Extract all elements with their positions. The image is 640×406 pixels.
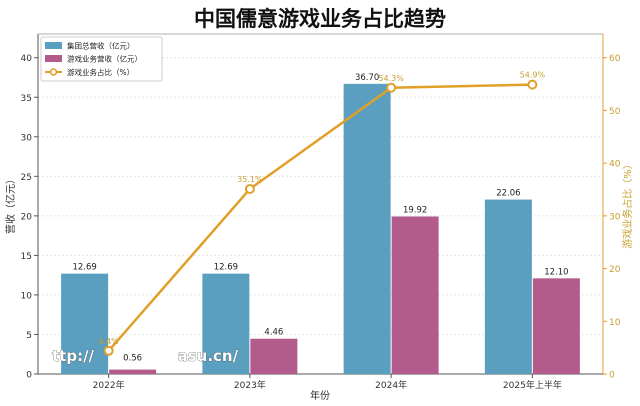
right-tick-label-0: 0 (609, 371, 615, 381)
x-tick-label-0: 2022年 (93, 379, 125, 391)
watermark-text: ttp:// asu.cn/ (52, 347, 239, 365)
right-tick-label-1: 10 (609, 318, 621, 328)
bar-total-2 (343, 83, 391, 374)
bar-game-0 (109, 369, 157, 374)
ratio-point-2 (386, 82, 397, 93)
right-tick-label-5: 50 (609, 107, 621, 117)
left-tick-label-2: 10 (21, 291, 33, 301)
left-tick-label-3: 15 (21, 252, 32, 262)
ratio-label-1: 35.1% (237, 175, 263, 184)
bar-total-label-1: 12.69 (214, 263, 238, 273)
left-tick-label-1: 5 (26, 331, 32, 341)
bar-game-label-1: 4.46 (264, 328, 283, 338)
bar-game-label-0: 0.56 (123, 354, 142, 364)
right-tick-label-3: 30 (609, 212, 621, 222)
ratio-label-0: 4.4% (98, 337, 119, 346)
ratio-point-1 (244, 183, 255, 194)
bar-total-0 (61, 273, 109, 374)
x-tick-label-2: 2024年 (375, 379, 407, 391)
right-tick-label-4: 40 (609, 160, 621, 170)
ratio-label-2: 54.3% (378, 74, 404, 83)
bar-game-2 (391, 216, 439, 374)
ratio-point-0 (103, 345, 114, 356)
bar-total-label-2: 36.70 (355, 73, 379, 83)
x-tick-label-1: 2023年 (234, 379, 266, 391)
bar-total-1 (202, 273, 250, 374)
bar-game-label-3: 12.10 (544, 267, 568, 277)
left-tick-label-7: 35 (21, 94, 32, 104)
bar-game-1 (250, 338, 298, 374)
left-tick-label-8: 40 (21, 54, 33, 64)
y-axis-label: 营收（亿元） (4, 174, 17, 234)
right-tick-label-6: 60 (609, 54, 621, 64)
bar-game-3 (532, 278, 580, 374)
bar-total-3 (484, 199, 532, 374)
legend-box (40, 36, 163, 82)
bar-total-label-3: 22.06 (496, 189, 520, 199)
legend-label-game: 游戏业务营收（亿元） (67, 54, 142, 64)
right-tick-label-2: 20 (609, 265, 621, 275)
legend-label-total: 集团总营收（亿元） (67, 41, 135, 51)
legend-swatch-ratio-marker (49, 68, 58, 76)
left-tick-label-0: 0 (26, 371, 32, 381)
left-tick-label-4: 20 (21, 212, 33, 222)
legend-swatch-game (45, 55, 62, 62)
y2-axis-label: 游戏业务占比（%） (621, 159, 634, 249)
left-tick-label-5: 25 (21, 173, 32, 183)
left-tick-label-6: 30 (21, 133, 33, 143)
x-axis-label: 年份 (310, 389, 330, 402)
bar-game-label-2: 19.92 (403, 205, 427, 215)
legend-label-ratio: 游戏业务占比（%） (67, 67, 134, 77)
ratio-point-3 (527, 79, 538, 90)
bar-total-label-0: 12.69 (72, 263, 96, 273)
ratio-label-3: 54.9% (520, 71, 546, 80)
x-tick-label-3: 2025年上半年 (503, 379, 562, 391)
chart-title: 中国儒意游戏业务占比趋势 (194, 7, 446, 31)
legend-swatch-total (45, 42, 62, 49)
ratio-line (107, 83, 533, 352)
